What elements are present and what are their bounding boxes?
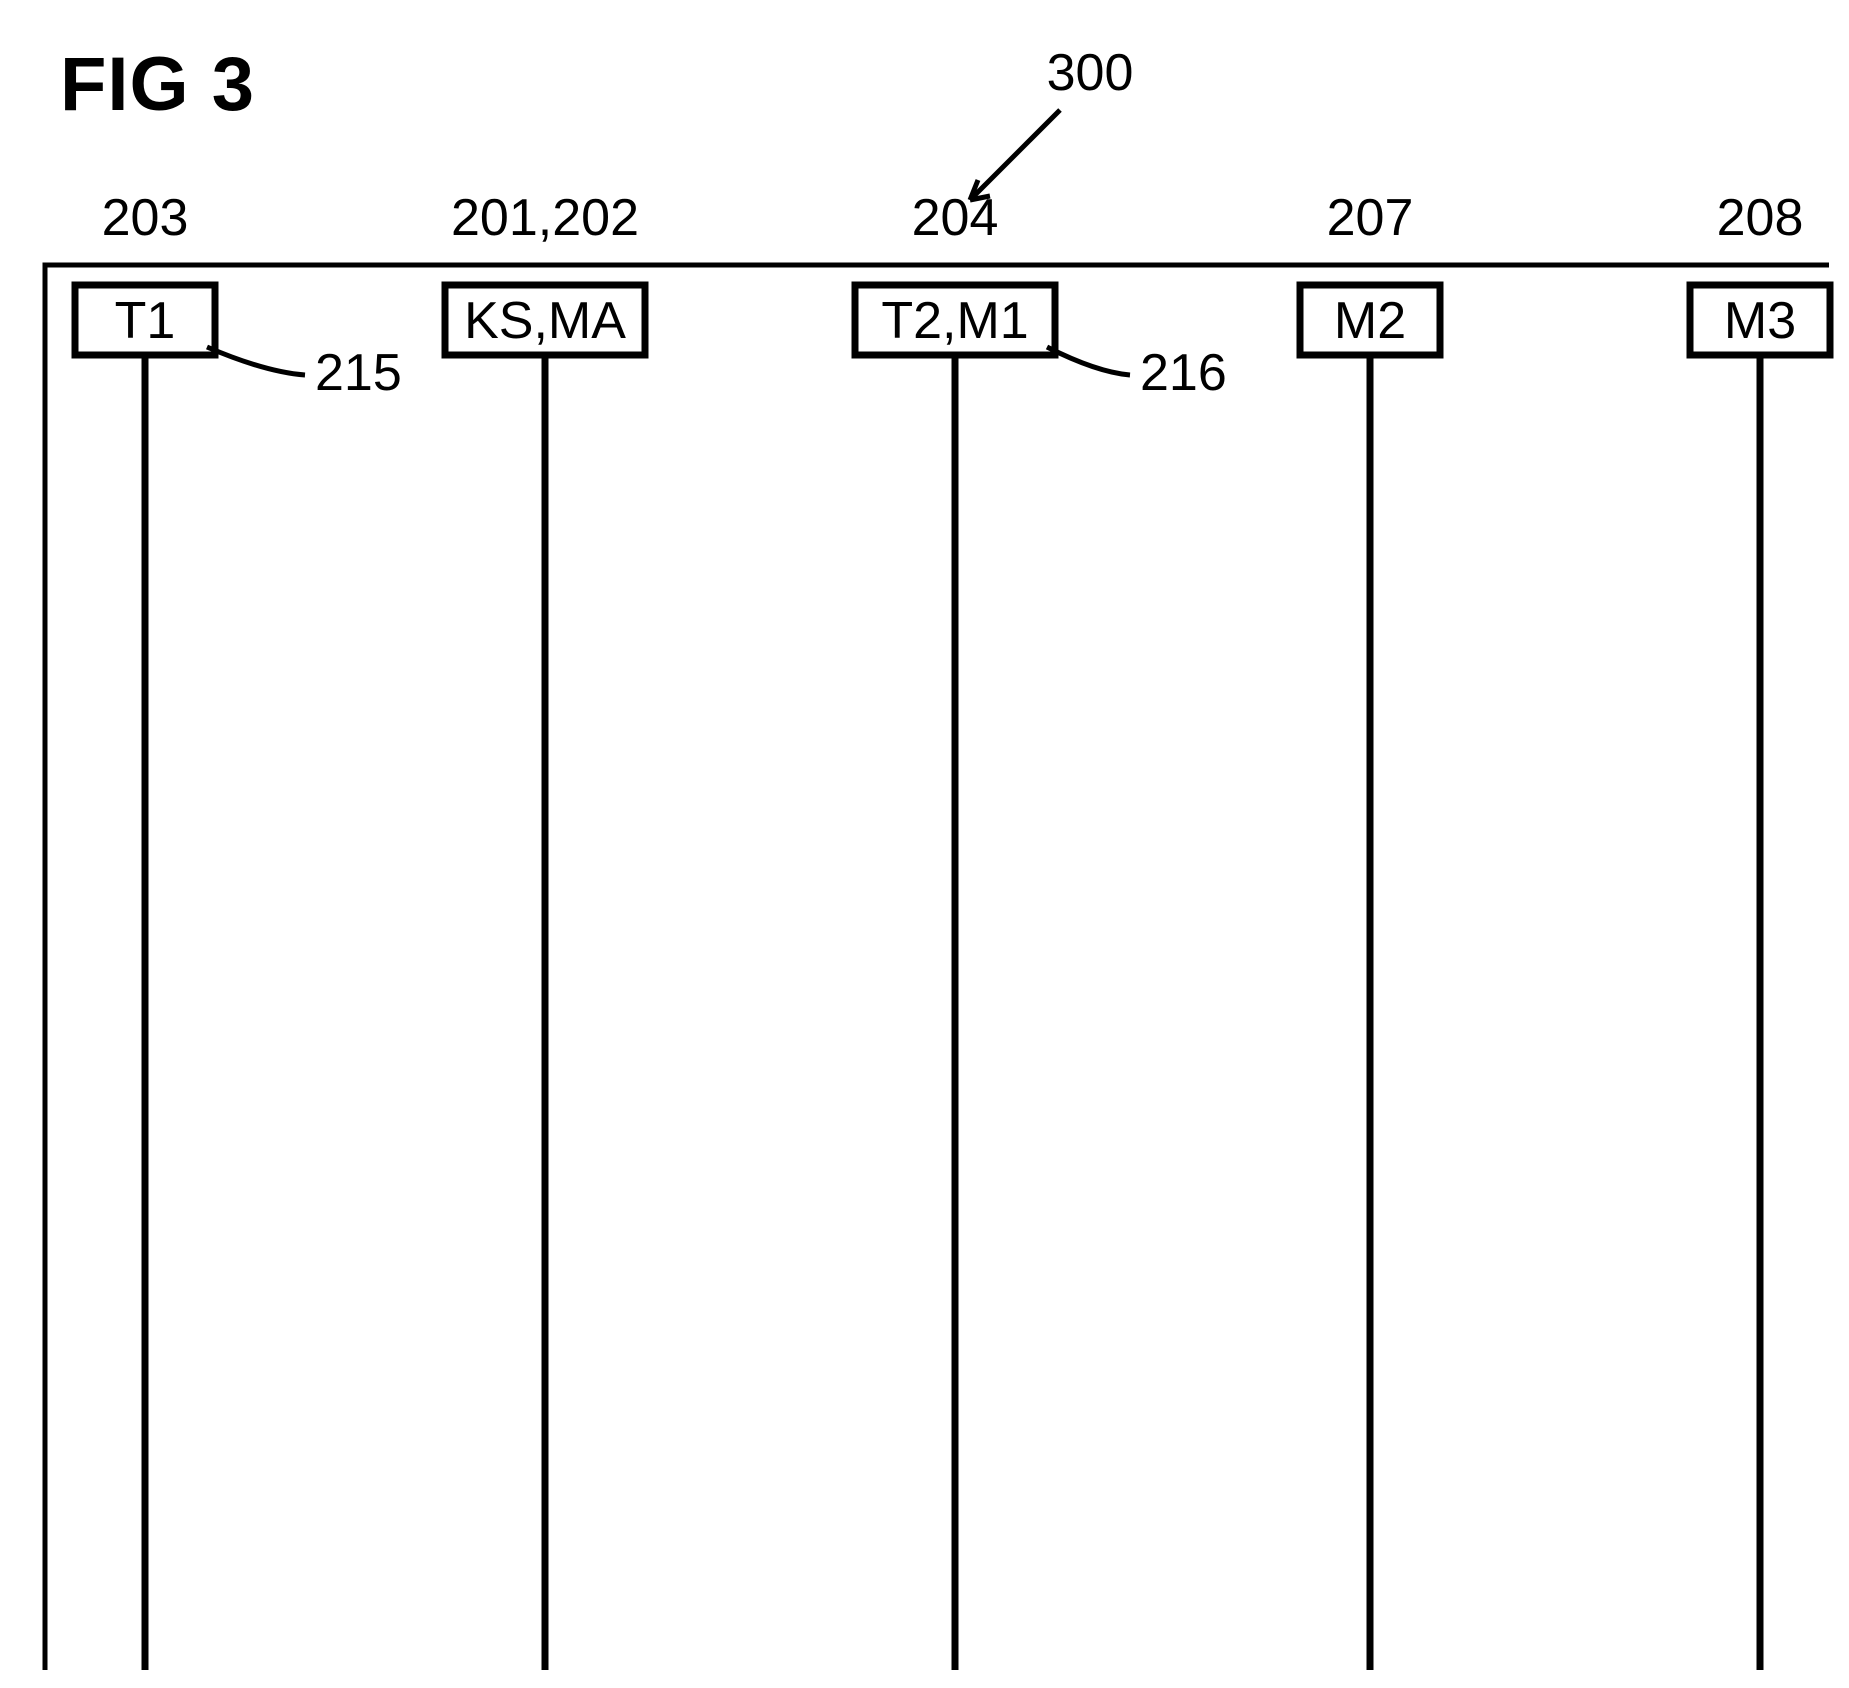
- lifeline-label-T2M1: T2,M1: [881, 292, 1028, 350]
- lifeline-ref-M2: 207: [1327, 189, 1414, 247]
- leadref-215: 215: [315, 344, 402, 402]
- lifeline-label-T1: T1: [115, 292, 176, 350]
- ref-leader: [207, 347, 305, 375]
- lifeline-label-M3: M3: [1724, 292, 1796, 350]
- ref-300-leader: [970, 110, 1060, 200]
- lifeline-ref-M3: 208: [1717, 189, 1804, 247]
- lifeline-ref-KSMA: 201,202: [451, 189, 639, 247]
- leadref-216: 216: [1140, 344, 1227, 402]
- figure-title: FIG 3: [60, 42, 255, 127]
- lifeline-label-M2: M2: [1334, 292, 1406, 350]
- lifeline-label-KSMA: KS,MA: [464, 292, 626, 350]
- ref-300: 300: [1047, 44, 1134, 102]
- frame: [45, 265, 1829, 1670]
- lifeline-ref-T2M1: 204: [912, 189, 999, 247]
- ref-leader: [1047, 347, 1130, 375]
- lifeline-ref-T1: 203: [102, 189, 189, 247]
